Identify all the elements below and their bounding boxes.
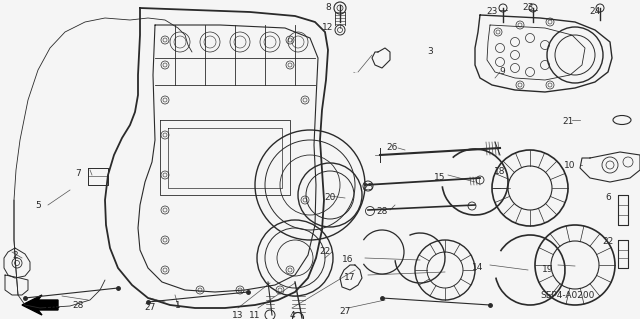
Text: 17: 17 xyxy=(344,273,356,283)
Text: 8: 8 xyxy=(325,4,331,12)
Text: 19: 19 xyxy=(542,265,554,275)
Text: 18: 18 xyxy=(494,167,506,176)
Text: 3: 3 xyxy=(427,48,433,56)
Text: 9: 9 xyxy=(499,68,505,77)
Text: 26: 26 xyxy=(387,144,397,152)
Text: 25: 25 xyxy=(362,183,374,192)
Text: 20: 20 xyxy=(324,194,336,203)
Text: 22: 22 xyxy=(319,248,331,256)
Text: 22: 22 xyxy=(602,238,614,247)
Polygon shape xyxy=(22,295,58,315)
Text: 2: 2 xyxy=(12,250,18,259)
Text: 1: 1 xyxy=(175,300,181,309)
Text: 27: 27 xyxy=(144,303,156,313)
Text: 12: 12 xyxy=(323,23,333,32)
Text: 28: 28 xyxy=(72,300,84,309)
Text: 27: 27 xyxy=(339,308,351,316)
Text: 28: 28 xyxy=(376,207,388,217)
Text: 14: 14 xyxy=(472,263,484,272)
Text: 15: 15 xyxy=(435,174,445,182)
Text: 24: 24 xyxy=(589,8,600,17)
Text: FR.: FR. xyxy=(46,300,61,309)
Text: 21: 21 xyxy=(563,117,573,127)
Text: 4: 4 xyxy=(289,310,295,319)
Text: 5: 5 xyxy=(35,201,41,210)
Text: SEP4-A0200: SEP4-A0200 xyxy=(541,291,595,300)
Text: 13: 13 xyxy=(232,310,244,319)
Text: 23: 23 xyxy=(486,8,498,17)
Text: 16: 16 xyxy=(342,256,354,264)
Text: 10: 10 xyxy=(564,160,576,169)
Text: 23: 23 xyxy=(522,4,534,12)
Text: 11: 11 xyxy=(249,310,260,319)
Text: 7: 7 xyxy=(75,169,81,179)
Text: 6: 6 xyxy=(605,194,611,203)
Text: ATM-7: ATM-7 xyxy=(353,71,357,73)
